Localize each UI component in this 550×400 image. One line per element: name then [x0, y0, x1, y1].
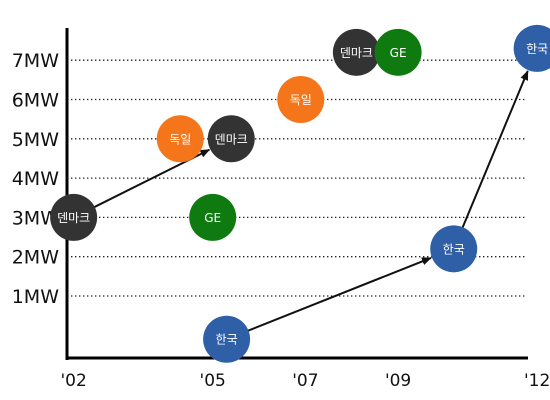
y-tick-label: 2MW [12, 247, 59, 269]
bubble-label: 한국 [443, 242, 465, 256]
bubble-label: GE [204, 211, 221, 225]
data-point-denmark: 덴마크 [50, 193, 98, 241]
trend-arrow [461, 70, 529, 230]
data-point-germany: 독일 [277, 76, 325, 123]
x-tick-label: '05 [200, 371, 226, 391]
y-tick-label: 3MW [12, 207, 59, 229]
data-point-denmark: 덴마크 [207, 115, 255, 163]
bubble [332, 28, 380, 76]
y-axis-ticks: 1MW 2MW 3MW 4MW 5MW 6MW 7MW [12, 50, 59, 308]
data-point-korea: 한국 [430, 225, 478, 273]
x-tick-label: '07 [292, 371, 318, 391]
bubble-label: 덴마크 [340, 46, 373, 60]
bubble [156, 115, 204, 163]
bubble [277, 76, 325, 123]
bubble [430, 225, 478, 273]
y-tick-label: 7MW [12, 50, 59, 72]
data-point-ge: GE [374, 28, 422, 76]
bubble [374, 28, 422, 76]
bubble-label: GE [390, 46, 407, 60]
bubble [50, 193, 98, 241]
axes [65, 28, 528, 360]
bubble-label: 덴마크 [57, 211, 90, 225]
x-tick-label: '02 [60, 371, 86, 391]
data-point-korea: 한국 [203, 315, 251, 363]
data-point-germany: 독일 [156, 115, 204, 163]
bubble [513, 24, 550, 72]
bubble-label: 독일 [290, 93, 312, 107]
bubble [203, 315, 251, 363]
y-tick-label: 1MW [12, 286, 59, 308]
bubble-label: 한국 [526, 42, 548, 56]
y-tick-label: 6MW [12, 90, 59, 112]
data-point-ge: GE [189, 193, 237, 241]
y-tick-label: 5MW [12, 129, 59, 151]
x-tick-label: '12 [524, 371, 550, 391]
x-tick-label: '09 [385, 371, 411, 391]
bubble-label: 덴마크 [215, 132, 248, 146]
bubble [207, 115, 255, 163]
trend-arrow [246, 256, 432, 333]
y-tick-label: 4MW [12, 168, 59, 190]
bubble-label: 독일 [169, 132, 191, 146]
bubble-label: 한국 [216, 333, 238, 347]
x-axis-ticks: '02 '05 '07 '09 '12 [60, 371, 550, 391]
data-point-denmark: 덴마크 [332, 28, 380, 76]
bubble [189, 193, 237, 241]
data-point-korea: 한국 [513, 24, 550, 72]
